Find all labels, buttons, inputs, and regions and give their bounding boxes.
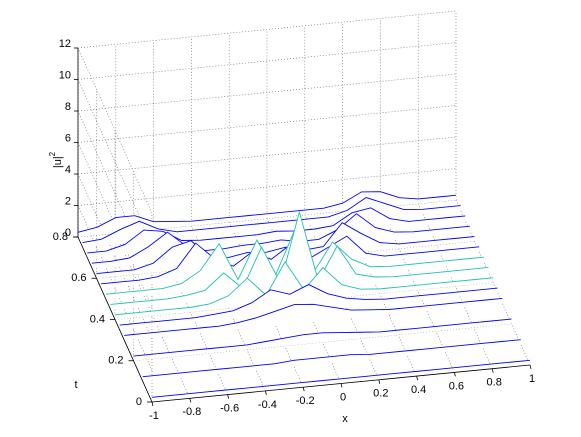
waterfall-line <box>133 318 512 357</box>
row-fill <box>110 211 489 310</box>
y-tick-label: 0 <box>136 396 142 408</box>
x-tick-label: -1 <box>149 410 159 422</box>
waterfall-line <box>87 207 466 254</box>
z-tick-label: 4 <box>65 164 71 176</box>
x-tick-label: -0.2 <box>296 395 315 407</box>
x-tick <box>340 383 343 388</box>
z-tick-label: 0 <box>65 227 71 239</box>
y-tick-label: 0.6 <box>71 272 86 284</box>
grid-line <box>77 47 153 214</box>
z-axis-label: |u|2 <box>48 151 64 168</box>
row-fill <box>133 319 512 361</box>
row-fill <box>124 298 503 341</box>
x-tick-label: 0 <box>340 391 346 403</box>
waterfall-line <box>124 297 503 336</box>
x-tick-label: 1 <box>529 373 535 385</box>
x-tick <box>416 376 418 381</box>
row-fill <box>152 360 530 402</box>
x-axis-label: x <box>342 413 348 425</box>
grid-line <box>77 173 153 340</box>
z-label-text: |u| <box>52 156 64 168</box>
x-tick <box>491 368 494 373</box>
z-tick-label: 2 <box>65 195 71 207</box>
grid-line <box>77 10 457 49</box>
x-tick-label: 0.4 <box>411 384 426 396</box>
y-tick-label: 0.4 <box>90 313 105 325</box>
waterfall-line <box>151 359 531 398</box>
grid-line <box>77 105 457 143</box>
grid-line <box>77 136 457 175</box>
x-tick-label: -0.4 <box>258 399 277 411</box>
waterfall-line <box>91 213 470 264</box>
grid-line <box>77 73 457 112</box>
x-tick <box>302 387 305 392</box>
row-fill <box>142 339 521 382</box>
x-tick <box>529 364 532 370</box>
x-tick-label: -0.6 <box>220 403 239 415</box>
x-tick-label: 0.2 <box>373 388 388 400</box>
x-tick-label: 0.8 <box>487 377 502 389</box>
y-axis-label: t <box>74 379 77 391</box>
waterfall-line <box>77 191 457 233</box>
x-tick <box>265 390 267 395</box>
waterfall-line <box>82 197 461 244</box>
z-tick-label: 12 <box>59 38 71 50</box>
y-tick-label: 0.8 <box>53 231 68 243</box>
x-tick <box>378 379 381 384</box>
z-tick-label: 8 <box>65 101 71 113</box>
x-tick <box>227 394 229 399</box>
x-tick-label: 0.6 <box>449 380 464 392</box>
waterfall-line <box>119 284 498 326</box>
x-tick <box>189 398 192 403</box>
waterfall-line <box>142 339 521 378</box>
x-tick <box>454 372 456 377</box>
x-tick <box>151 401 154 407</box>
z-label-sup: 2 <box>48 151 57 156</box>
grid-line <box>77 168 457 206</box>
grid-line <box>77 42 457 80</box>
waterfall-line <box>96 222 475 274</box>
y-tick-label: 0.2 <box>108 355 123 367</box>
waterfall-line <box>110 210 489 305</box>
z-tick-label: 10 <box>59 69 71 81</box>
x-tick-label: -0.8 <box>182 406 201 418</box>
z-tick-label: 6 <box>65 132 71 144</box>
